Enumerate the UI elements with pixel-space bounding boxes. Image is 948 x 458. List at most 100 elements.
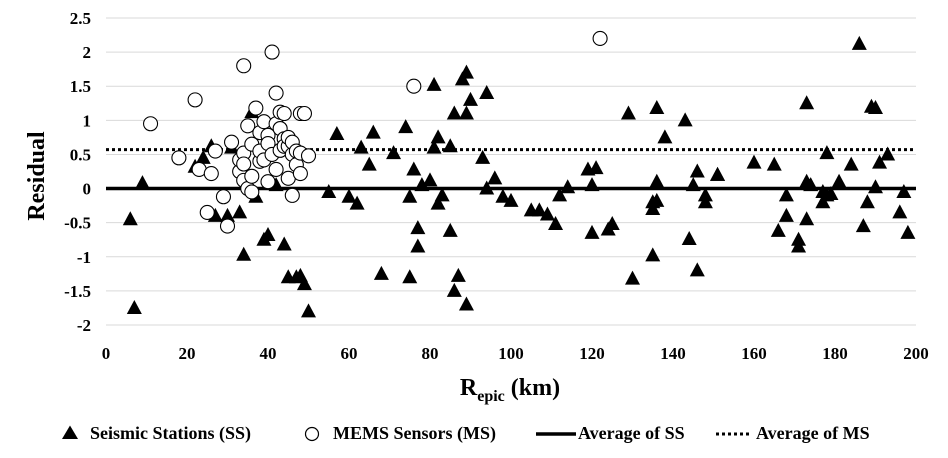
y-tick-label: 0 <box>83 180 92 199</box>
y-tick-label: -0.5 <box>64 214 91 233</box>
ss-point <box>503 192 519 207</box>
ss-point <box>649 173 665 188</box>
ss-point <box>791 238 807 253</box>
legend-triangle-marker <box>62 425 78 439</box>
ss-point <box>122 211 138 226</box>
ss-point <box>677 112 693 127</box>
x-tick-label: 100 <box>498 344 524 363</box>
ss-point <box>475 149 491 164</box>
ss-point <box>689 262 705 277</box>
ss-point <box>872 154 888 169</box>
ss-point <box>649 100 665 115</box>
tick-labels: -2 -1.5 -1 -0.5 0 0.5 1 1.5 2 2.5 0 20 40 60 80 100 120 1… <box>64 9 929 363</box>
ss-point <box>588 160 604 175</box>
ss-point <box>843 156 859 171</box>
ss-point <box>681 231 697 246</box>
ss-point <box>442 138 458 153</box>
x-tick-label: 140 <box>660 344 686 363</box>
ss-point <box>426 76 442 91</box>
ss-point <box>410 220 426 235</box>
ms-point <box>268 85 284 101</box>
ms-point <box>240 118 256 134</box>
ss-point <box>487 170 503 185</box>
ss-point <box>799 95 815 110</box>
ss-point <box>353 139 369 154</box>
ms-point <box>268 161 284 178</box>
ss-point <box>560 179 576 194</box>
ss-point <box>552 187 568 202</box>
ss-point <box>710 166 726 181</box>
ms-point <box>207 143 223 159</box>
ss-point <box>361 156 377 171</box>
ms-point <box>244 168 260 184</box>
ss-point <box>463 91 478 106</box>
y-axis-title: Residual <box>24 131 50 221</box>
y-tick-label: -2 <box>77 316 91 335</box>
ss-point <box>276 236 292 251</box>
ss-point <box>892 204 908 219</box>
x-tick-label: 80 <box>422 344 439 363</box>
y-tick-label: -1 <box>77 248 91 267</box>
ms-point <box>276 105 292 122</box>
ss-point <box>645 247 661 262</box>
legend-item-seismic-stations: Seismic Stations (SS) <box>62 423 251 444</box>
ms-point <box>171 150 187 166</box>
ss-point <box>859 194 875 209</box>
ss-point <box>398 119 414 134</box>
ss-point <box>697 194 713 209</box>
ss-point <box>458 105 474 120</box>
ss-point <box>321 183 337 198</box>
ss-point <box>584 177 600 192</box>
ss-point <box>446 282 462 297</box>
ms-point <box>199 204 215 220</box>
ms-point <box>236 156 252 172</box>
ss-point <box>341 188 357 203</box>
ss-point <box>479 85 495 100</box>
ss-point <box>296 276 312 291</box>
x-axis-title: Repic (km) <box>460 375 560 405</box>
legend-item-average-ss: Average of SS <box>536 423 685 443</box>
ss-point <box>625 270 640 285</box>
data-points <box>122 30 916 318</box>
x-tick-label: 40 <box>260 344 277 363</box>
ms-point <box>260 174 276 190</box>
ms-point <box>284 187 300 203</box>
x-tick-label: 20 <box>179 344 196 363</box>
ms-point <box>203 165 219 182</box>
ss-point <box>349 195 365 210</box>
ss-point <box>823 186 839 201</box>
ss-point <box>442 222 458 237</box>
ms-point <box>219 218 236 234</box>
ss-point <box>365 124 381 139</box>
ss-point <box>220 207 235 222</box>
legend-item-mems-sensors: MEMS Sensors (MS) <box>304 423 496 444</box>
ss-point <box>406 161 422 176</box>
ms-point <box>143 116 159 132</box>
ss-point <box>430 129 446 144</box>
ss-point <box>539 206 555 221</box>
ss-point <box>778 207 794 222</box>
ss-point <box>584 224 600 239</box>
legend-item-average-ms: Average of MS <box>716 423 870 443</box>
ss-point <box>851 35 867 50</box>
x-tick-label: 60 <box>341 344 358 363</box>
ss-point <box>232 204 248 219</box>
ss-point <box>868 100 883 115</box>
ms-point <box>406 78 422 94</box>
ss-point <box>868 179 883 194</box>
x-tick-label: 200 <box>903 344 929 363</box>
ss-point <box>410 238 426 253</box>
ss-point <box>766 156 782 171</box>
ss-point <box>479 180 495 195</box>
ms-point <box>244 184 260 200</box>
ss-point <box>458 64 474 79</box>
legend-label: Average of SS <box>578 423 685 443</box>
y-tick-label: 0.5 <box>70 145 91 164</box>
ss-point <box>657 129 673 144</box>
ss-point <box>746 154 762 169</box>
ms-point <box>296 105 313 122</box>
y-tick-label: 2 <box>83 43 92 62</box>
ss-point <box>386 145 402 160</box>
ss-point <box>426 139 442 154</box>
